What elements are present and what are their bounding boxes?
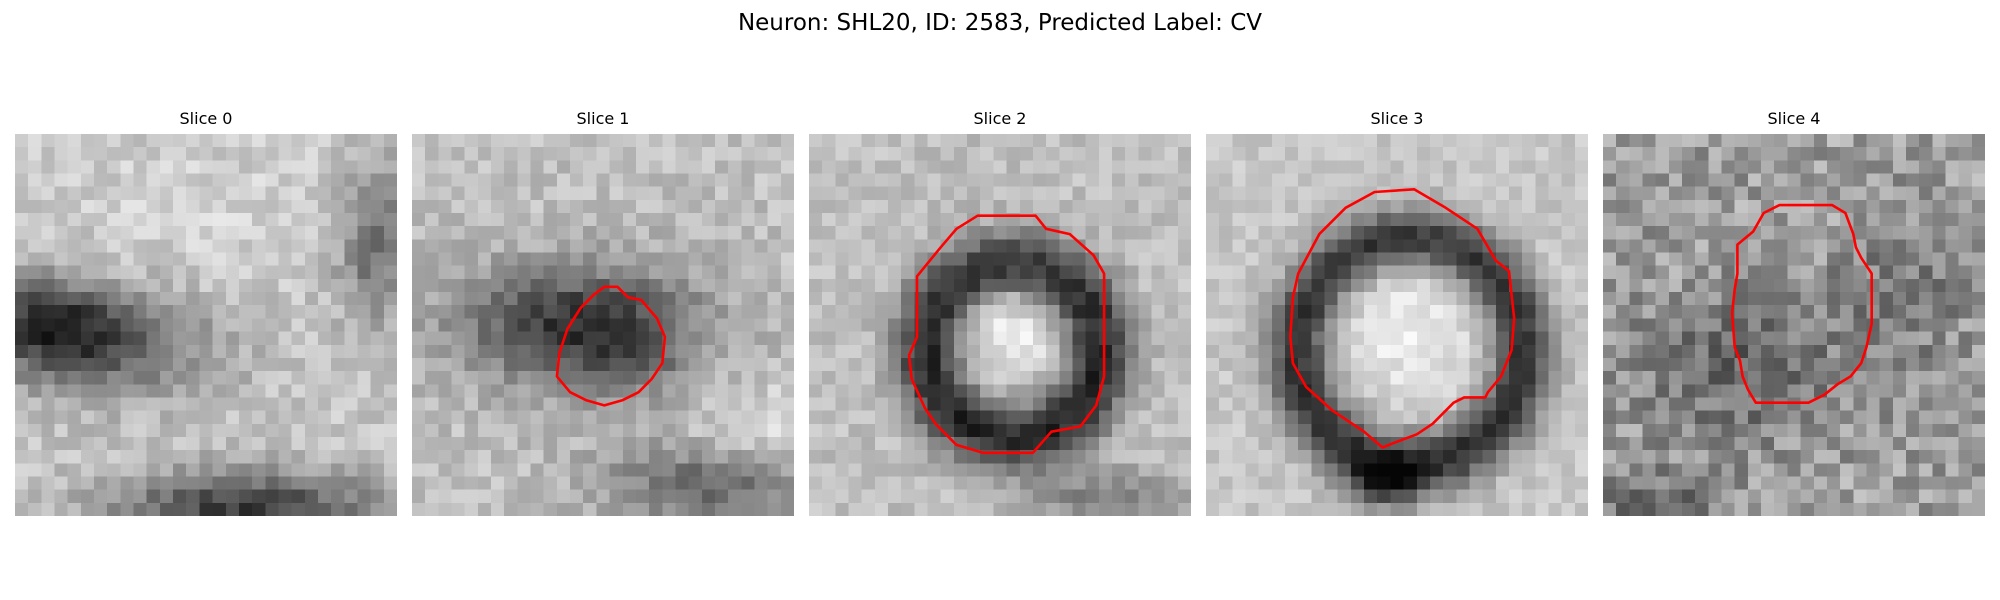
slice-title-2: Slice 2: [973, 109, 1027, 128]
slice-panel-3: Slice 3: [1206, 108, 1588, 518]
slice-image-4: [1603, 134, 1985, 516]
slice-image-1: [412, 134, 794, 516]
segmentation-contour: [1289, 187, 1516, 449]
slice-panel-4: Slice 4: [1603, 108, 1985, 518]
slice-title-1: Slice 1: [576, 109, 630, 128]
slice-panel-0: Slice 0: [15, 108, 397, 518]
slice-panel-2: Slice 2: [809, 108, 1191, 518]
slice-title-3: Slice 3: [1370, 109, 1424, 128]
figure-title: Neuron: SHL20, ID: 2583, Predicted Label…: [737, 10, 1263, 36]
slice-image-0: [15, 134, 397, 516]
segmentation-contour: [1730, 203, 1874, 405]
pixel-grid: [809, 134, 1191, 516]
pixel-grid: [412, 134, 794, 516]
slice-image-3: [1206, 134, 1588, 516]
slice-panel-1: Slice 1: [412, 108, 794, 518]
slice-image-2: [809, 134, 1191, 516]
slice-title-0: Slice 0: [179, 109, 233, 128]
segmentation-contour: [555, 285, 667, 407]
pixel-grid: [1603, 134, 1985, 516]
segmentation-contour: [907, 214, 1106, 455]
pixel-grid: [15, 134, 397, 516]
slice-title-4: Slice 4: [1767, 109, 1821, 128]
pixel-grid: [1206, 134, 1588, 516]
